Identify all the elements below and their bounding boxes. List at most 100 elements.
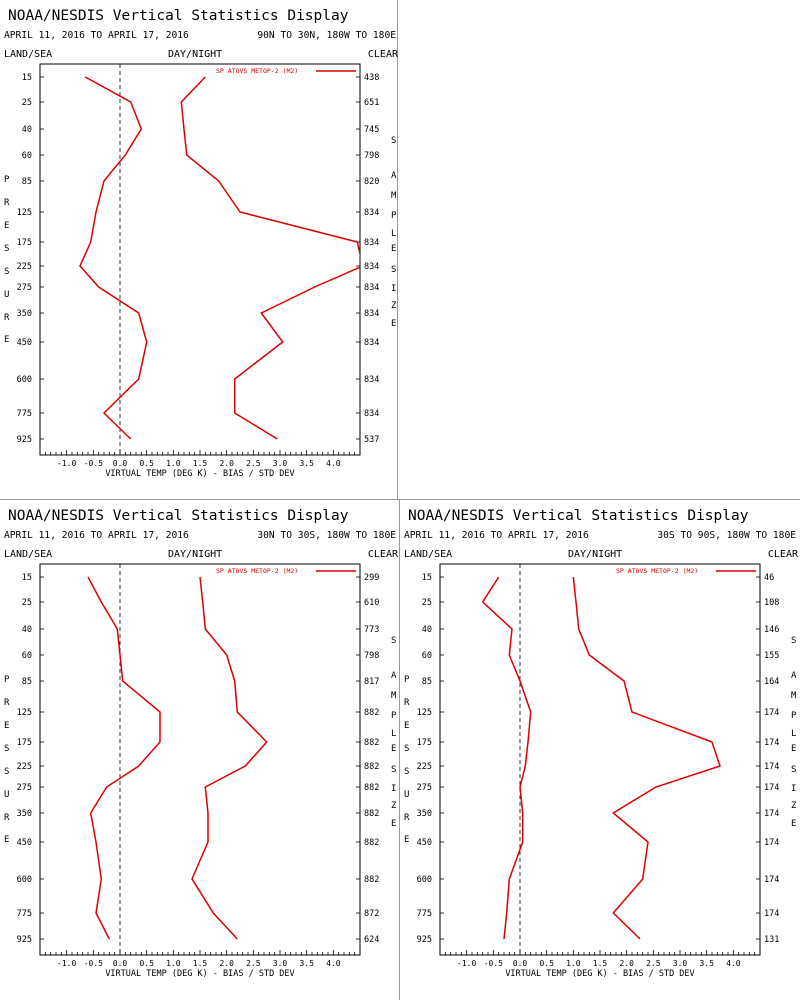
sample-size-label: 164: [764, 677, 779, 687]
sample-axis-letter: E: [791, 744, 796, 754]
pressure-axis-letter: U: [4, 790, 9, 800]
top-divider: [397, 0, 398, 499]
pressure-axis-letter: S: [4, 244, 9, 254]
x-tick-label: 2.0: [619, 959, 634, 968]
sample-axis-letter: M: [791, 691, 797, 701]
pressure-axis-letter: U: [404, 790, 409, 800]
x-tick-label: 1.0: [166, 459, 181, 468]
sample-size-label: 882: [364, 783, 379, 793]
x-tick-label: 0.0: [113, 959, 128, 968]
date-range: APRIL 11, 2016 TO APRIL 17, 2016: [404, 530, 589, 541]
pressure-level-label: 85: [422, 677, 432, 687]
pressure-axis-letter: R: [4, 198, 10, 208]
x-tick-label: 1.5: [193, 959, 208, 968]
horizontal-divider: [0, 499, 800, 500]
x-tick-label: 2.0: [219, 459, 234, 468]
land-sea-label: LAND/SEA: [404, 549, 452, 560]
legend-label: SP ATOVS METOP-2 (M2): [616, 567, 698, 575]
pressure-level-label: 600: [17, 875, 32, 885]
sample-axis-letter: P: [791, 711, 797, 721]
pressure-axis-letter: E: [404, 721, 409, 731]
chart-title: NOAA/NESDIS Vertical Statistics Display: [8, 8, 349, 24]
x-tick-label: 0.0: [113, 459, 128, 468]
pressure-axis-letter: E: [4, 721, 9, 731]
sample-size-label: 174: [764, 708, 779, 718]
pressure-level-label: 25: [22, 98, 32, 108]
pressure-level-label: 450: [417, 838, 432, 848]
date-range: APRIL 11, 2016 TO APRIL 17, 2016: [4, 530, 189, 541]
size-axis-letter: E: [391, 319, 396, 329]
pressure-level-label: 275: [17, 283, 32, 293]
pressure-level-label: 15: [422, 573, 432, 583]
x-tick-label: 0.5: [539, 959, 554, 968]
pressure-axis-letter: E: [4, 835, 9, 845]
size-axis-letter: I: [791, 784, 796, 794]
x-tick-label: 3.0: [273, 459, 288, 468]
sample-size-label: 773: [364, 625, 379, 635]
pressure-level-label: 225: [17, 762, 32, 772]
sample-axis-letter: P: [391, 211, 397, 221]
sample-size-label: 834: [364, 309, 379, 319]
x-tick-label: 1.0: [166, 959, 181, 968]
pressure-axis-letter: R: [4, 813, 10, 823]
x-axis-label: VIRTUAL TEMP (DEG K) - BIAS / STD DEV: [105, 969, 294, 979]
sample-size-label: 882: [364, 875, 379, 885]
sample-size-label: 174: [764, 838, 779, 848]
pressure-level-label: 775: [417, 909, 432, 919]
x-tick-label: 0.0: [513, 959, 528, 968]
bias-series-line: [79, 76, 148, 440]
sample-size-label: 882: [364, 762, 379, 772]
x-tick-label: 4.0: [326, 459, 341, 468]
pressure-level-label: 275: [417, 783, 432, 793]
x-tick-label: 1.0: [566, 959, 581, 968]
pressure-level-label: 125: [17, 208, 32, 218]
pressure-axis-letter: R: [404, 698, 410, 708]
pressure-level-label: 350: [17, 809, 32, 819]
x-tick-label: 4.0: [726, 959, 741, 968]
clear-label: CLEAR: [368, 549, 399, 560]
pressure-level-label: 925: [17, 935, 32, 945]
pressure-axis-letter: E: [404, 835, 409, 845]
std-dev-series-line: [572, 576, 721, 940]
sample-size-label: 834: [364, 283, 379, 293]
x-axis-label: VIRTUAL TEMP (DEG K) - BIAS / STD DEV: [505, 969, 694, 979]
pressure-axis-letter: S: [404, 767, 409, 777]
x-tick-label: -0.5: [484, 959, 503, 968]
sample-axis-letter: M: [391, 191, 397, 201]
pressure-level-label: 175: [17, 738, 32, 748]
sample-axis-letter: E: [391, 744, 396, 754]
x-tick-label: 0.5: [139, 459, 154, 468]
std-dev-series-line: [180, 76, 360, 440]
sample-size-label: 834: [364, 208, 379, 218]
plot-frame: [39, 63, 361, 456]
pressure-axis-letter: P: [4, 175, 10, 185]
sample-size-label: 131: [764, 935, 779, 945]
sample-axis-letter: P: [391, 711, 397, 721]
size-axis-letter: Z: [791, 801, 797, 811]
pressure-level-label: 125: [417, 708, 432, 718]
day-night-label: DAY/NIGHT: [568, 549, 622, 560]
sample-size-label: 46: [764, 573, 774, 583]
pressure-axis-letter: S: [404, 744, 409, 754]
x-tick-label: -1.0: [57, 959, 76, 968]
panel-30n-30s: NOAA/NESDIS Vertical Statistics Display A…: [0, 500, 400, 1000]
chart-svg: NOAA/NESDIS Vertical Statistics Display A…: [4, 508, 399, 979]
pressure-level-label: 450: [17, 338, 32, 348]
pressure-level-label: 775: [17, 909, 32, 919]
sample-size-label: 174: [764, 875, 779, 885]
plot-frame: [439, 563, 761, 956]
x-tick-label: 3.5: [699, 959, 714, 968]
x-tick-label: 3.0: [673, 959, 688, 968]
x-tick-label: 1.5: [593, 959, 608, 968]
region-label: 30S TO 90S, 180W TO 180E: [657, 530, 796, 541]
x-tick-label: 3.5: [299, 459, 314, 468]
sample-size-label: 299: [364, 573, 379, 583]
pressure-level-label: 40: [422, 625, 432, 635]
sample-size-label: 155: [764, 651, 779, 661]
pressure-level-label: 775: [17, 409, 32, 419]
panel-30s-90s: NOAA/NESDIS Vertical Statistics Display A…: [400, 500, 800, 1000]
size-axis-letter: S: [391, 765, 396, 775]
sample-size-label: 882: [364, 809, 379, 819]
x-tick-label: 2.5: [246, 959, 261, 968]
sample-size-label: 651: [364, 98, 379, 108]
